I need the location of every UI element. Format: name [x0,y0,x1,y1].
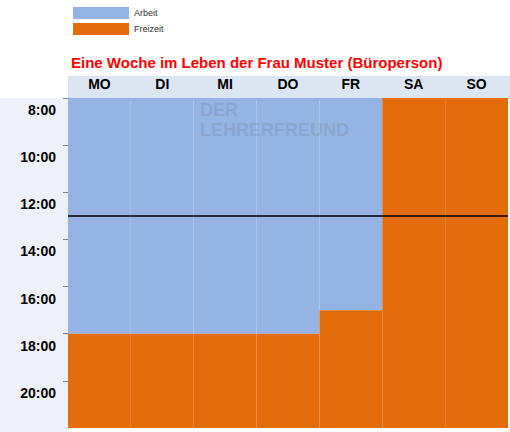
svg-text:16:00: 16:00 [20,291,56,307]
svg-text:20:00: 20:00 [20,385,56,401]
svg-text:SA: SA [404,76,423,92]
svg-text:DI: DI [155,76,169,92]
svg-text:LEHRERFREUND: LEHRERFREUND [200,120,349,140]
svg-text:10:00: 10:00 [20,149,56,165]
svg-text:14:00: 14:00 [20,243,56,259]
svg-text:Arbeit: Arbeit [134,8,158,18]
svg-text:Freizeit: Freizeit [134,24,164,34]
svg-text:SO: SO [466,76,486,92]
svg-text:18:00: 18:00 [20,338,56,354]
svg-text:MO: MO [88,76,111,92]
svg-text:DO: DO [278,76,299,92]
svg-text:12:00: 12:00 [20,196,56,212]
svg-text:FR: FR [342,76,361,92]
svg-text:MI: MI [217,76,233,92]
svg-text:Eine Woche im Leben der Frau M: Eine Woche im Leben der Frau Muster (Bür… [71,54,442,71]
svg-text:DER: DER [200,100,238,120]
svg-text:8:00: 8:00 [28,102,56,118]
